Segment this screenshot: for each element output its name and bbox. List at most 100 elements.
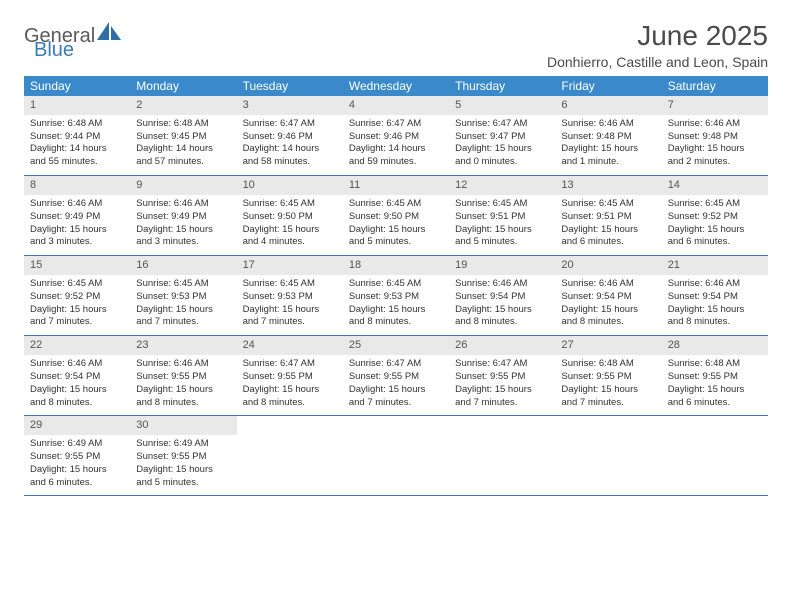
- daylight-line: Daylight: 15 hours and 7 minutes.: [243, 304, 337, 330]
- day-number: 5: [449, 96, 555, 115]
- daylight-line: Daylight: 15 hours and 7 minutes.: [561, 384, 655, 410]
- daylight-line: Daylight: 15 hours and 5 minutes.: [349, 224, 443, 250]
- day-cell: 8Sunrise: 6:46 AMSunset: 9:49 PMDaylight…: [24, 176, 130, 255]
- sunrise-line: Sunrise: 6:47 AM: [455, 118, 549, 131]
- day-number: 9: [130, 176, 236, 195]
- daylight-line: Daylight: 15 hours and 7 minutes.: [30, 304, 124, 330]
- sunrise-line: Sunrise: 6:48 AM: [668, 358, 762, 371]
- day-cell: 14Sunrise: 6:45 AMSunset: 9:52 PMDayligh…: [662, 176, 768, 255]
- day-cell: 20Sunrise: 6:46 AMSunset: 9:54 PMDayligh…: [555, 256, 661, 335]
- day-body: Sunrise: 6:48 AMSunset: 9:55 PMDaylight:…: [662, 355, 768, 415]
- day-body: Sunrise: 6:45 AMSunset: 9:51 PMDaylight:…: [555, 195, 661, 255]
- day-cell: 22Sunrise: 6:46 AMSunset: 9:54 PMDayligh…: [24, 336, 130, 415]
- day-body: Sunrise: 6:46 AMSunset: 9:49 PMDaylight:…: [24, 195, 130, 255]
- daylight-line: Daylight: 15 hours and 4 minutes.: [243, 224, 337, 250]
- day-body: Sunrise: 6:46 AMSunset: 9:48 PMDaylight:…: [662, 115, 768, 175]
- day-number: 22: [24, 336, 130, 355]
- sunrise-line: Sunrise: 6:45 AM: [349, 278, 443, 291]
- week-row: 8Sunrise: 6:46 AMSunset: 9:49 PMDaylight…: [24, 176, 768, 256]
- sunrise-line: Sunrise: 6:45 AM: [455, 198, 549, 211]
- day-number: 1: [24, 96, 130, 115]
- daylight-line: Daylight: 15 hours and 7 minutes.: [455, 384, 549, 410]
- day-number: 11: [343, 176, 449, 195]
- day-number: 20: [555, 256, 661, 275]
- dow-cell: Friday: [555, 76, 661, 96]
- day-body: Sunrise: 6:46 AMSunset: 9:49 PMDaylight:…: [130, 195, 236, 255]
- sunrise-line: Sunrise: 6:46 AM: [668, 278, 762, 291]
- day-of-week-header: SundayMondayTuesdayWednesdayThursdayFrid…: [24, 76, 768, 96]
- sunset-line: Sunset: 9:46 PM: [243, 131, 337, 144]
- day-number: 13: [555, 176, 661, 195]
- header: General Blue June 2025 Donhierro, Castil…: [24, 20, 768, 70]
- day-number: 2: [130, 96, 236, 115]
- day-number: 17: [237, 256, 343, 275]
- day-cell: 17Sunrise: 6:45 AMSunset: 9:53 PMDayligh…: [237, 256, 343, 335]
- day-body: Sunrise: 6:47 AMSunset: 9:55 PMDaylight:…: [449, 355, 555, 415]
- day-cell: 16Sunrise: 6:45 AMSunset: 9:53 PMDayligh…: [130, 256, 236, 335]
- day-cell: 7Sunrise: 6:46 AMSunset: 9:48 PMDaylight…: [662, 96, 768, 175]
- day-number: 12: [449, 176, 555, 195]
- day-body: Sunrise: 6:46 AMSunset: 9:54 PMDaylight:…: [24, 355, 130, 415]
- day-body: Sunrise: 6:45 AMSunset: 9:53 PMDaylight:…: [237, 275, 343, 335]
- title-block: June 2025 Donhierro, Castille and Leon, …: [547, 20, 768, 70]
- sunrise-line: Sunrise: 6:45 AM: [349, 198, 443, 211]
- day-cell: 12Sunrise: 6:45 AMSunset: 9:51 PMDayligh…: [449, 176, 555, 255]
- day-cell: 29Sunrise: 6:49 AMSunset: 9:55 PMDayligh…: [24, 416, 130, 495]
- sunset-line: Sunset: 9:55 PM: [243, 371, 337, 384]
- daylight-line: Daylight: 15 hours and 7 minutes.: [349, 384, 443, 410]
- daylight-line: Daylight: 15 hours and 2 minutes.: [668, 143, 762, 169]
- day-body: Sunrise: 6:45 AMSunset: 9:53 PMDaylight:…: [130, 275, 236, 335]
- sunrise-line: Sunrise: 6:46 AM: [668, 118, 762, 131]
- sunset-line: Sunset: 9:50 PM: [349, 211, 443, 224]
- daylight-line: Daylight: 15 hours and 8 minutes.: [668, 304, 762, 330]
- sunset-line: Sunset: 9:54 PM: [668, 291, 762, 304]
- sunset-line: Sunset: 9:45 PM: [136, 131, 230, 144]
- day-number: 19: [449, 256, 555, 275]
- day-body: Sunrise: 6:47 AMSunset: 9:46 PMDaylight:…: [237, 115, 343, 175]
- sunrise-line: Sunrise: 6:47 AM: [349, 118, 443, 131]
- sunrise-line: Sunrise: 6:45 AM: [136, 278, 230, 291]
- sunset-line: Sunset: 9:53 PM: [349, 291, 443, 304]
- sunset-line: Sunset: 9:49 PM: [30, 211, 124, 224]
- day-cell: 13Sunrise: 6:45 AMSunset: 9:51 PMDayligh…: [555, 176, 661, 255]
- day-number: 27: [555, 336, 661, 355]
- day-cell: 10Sunrise: 6:45 AMSunset: 9:50 PMDayligh…: [237, 176, 343, 255]
- daylight-line: Daylight: 15 hours and 0 minutes.: [455, 143, 549, 169]
- sunrise-line: Sunrise: 6:45 AM: [561, 198, 655, 211]
- sunrise-line: Sunrise: 6:46 AM: [30, 198, 124, 211]
- day-cell: 18Sunrise: 6:45 AMSunset: 9:53 PMDayligh…: [343, 256, 449, 335]
- sunrise-line: Sunrise: 6:45 AM: [668, 198, 762, 211]
- day-cell: 27Sunrise: 6:48 AMSunset: 9:55 PMDayligh…: [555, 336, 661, 415]
- logo-text: General Blue: [24, 20, 123, 60]
- day-cell: 26Sunrise: 6:47 AMSunset: 9:55 PMDayligh…: [449, 336, 555, 415]
- sunrise-line: Sunrise: 6:47 AM: [243, 358, 337, 371]
- day-cell: 3Sunrise: 6:47 AMSunset: 9:46 PMDaylight…: [237, 96, 343, 175]
- day-number: 14: [662, 176, 768, 195]
- day-number: 26: [449, 336, 555, 355]
- sunset-line: Sunset: 9:55 PM: [455, 371, 549, 384]
- day-body: Sunrise: 6:47 AMSunset: 9:47 PMDaylight:…: [449, 115, 555, 175]
- day-number: 23: [130, 336, 236, 355]
- sunrise-line: Sunrise: 6:47 AM: [243, 118, 337, 131]
- sunrise-line: Sunrise: 6:46 AM: [30, 358, 124, 371]
- sunrise-line: Sunrise: 6:47 AM: [455, 358, 549, 371]
- day-body: Sunrise: 6:49 AMSunset: 9:55 PMDaylight:…: [130, 435, 236, 495]
- dow-cell: Thursday: [449, 76, 555, 96]
- week-row: 29Sunrise: 6:49 AMSunset: 9:55 PMDayligh…: [24, 416, 768, 496]
- sunset-line: Sunset: 9:49 PM: [136, 211, 230, 224]
- day-body: Sunrise: 6:45 AMSunset: 9:52 PMDaylight:…: [662, 195, 768, 255]
- day-number: 18: [343, 256, 449, 275]
- sunset-line: Sunset: 9:50 PM: [243, 211, 337, 224]
- daylight-line: Daylight: 15 hours and 3 minutes.: [136, 224, 230, 250]
- day-body: Sunrise: 6:45 AMSunset: 9:53 PMDaylight:…: [343, 275, 449, 335]
- day-cell: 28Sunrise: 6:48 AMSunset: 9:55 PMDayligh…: [662, 336, 768, 415]
- day-cell: 4Sunrise: 6:47 AMSunset: 9:46 PMDaylight…: [343, 96, 449, 175]
- day-body: Sunrise: 6:49 AMSunset: 9:55 PMDaylight:…: [24, 435, 130, 495]
- sunrise-line: Sunrise: 6:49 AM: [136, 438, 230, 451]
- day-cell: 1Sunrise: 6:48 AMSunset: 9:44 PMDaylight…: [24, 96, 130, 175]
- sunset-line: Sunset: 9:55 PM: [30, 451, 124, 464]
- daylight-line: Daylight: 14 hours and 57 minutes.: [136, 143, 230, 169]
- daylight-line: Daylight: 15 hours and 5 minutes.: [136, 464, 230, 490]
- dow-cell: Sunday: [24, 76, 130, 96]
- week-row: 15Sunrise: 6:45 AMSunset: 9:52 PMDayligh…: [24, 256, 768, 336]
